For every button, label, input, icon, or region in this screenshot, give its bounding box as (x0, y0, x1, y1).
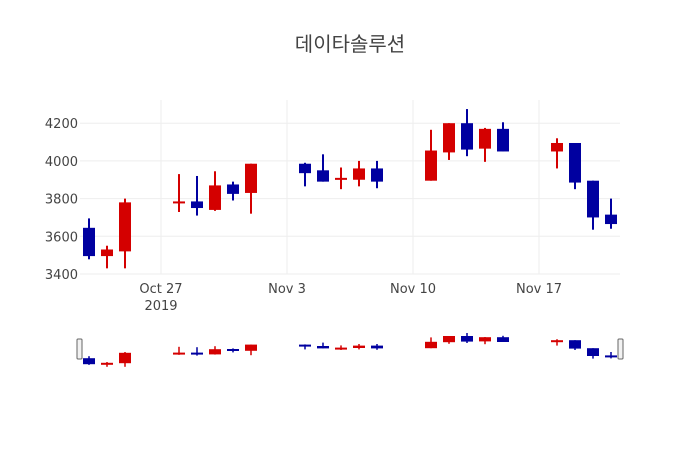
mini-candle (227, 348, 239, 353)
candle (209, 171, 221, 211)
mini-candle (425, 337, 437, 349)
candles (83, 109, 617, 269)
mini-candle (587, 348, 599, 359)
x-tick-label: Oct 27 (139, 282, 182, 297)
mini-candle (461, 333, 473, 343)
candle (227, 181, 239, 201)
y-tick-label: 3400 (45, 268, 78, 283)
chart-title: 데이타솔루션 (294, 32, 406, 56)
candle (173, 174, 185, 212)
mini-candle (479, 337, 491, 345)
candle (425, 129, 437, 181)
mini-candle (191, 347, 203, 356)
mini-candle (173, 346, 185, 355)
candle (317, 154, 329, 182)
mini-candle (443, 336, 455, 344)
candle (569, 142, 581, 190)
candle (245, 163, 257, 214)
mini-candle (551, 339, 563, 346)
x-tick-label: Nov 3 (268, 282, 306, 297)
candle (587, 180, 599, 230)
y-tick-label: 3800 (45, 193, 78, 208)
mini-candle (569, 340, 581, 350)
candle (551, 138, 563, 169)
y-tick-label: 4200 (45, 117, 78, 132)
candle (101, 245, 113, 269)
mini-candle (335, 345, 347, 350)
candle (605, 198, 617, 229)
candle (443, 123, 455, 160)
mini-candle (119, 352, 131, 367)
candle (353, 160, 365, 187)
y-tick-label: 4000 (45, 155, 78, 170)
mini-candle (605, 352, 617, 359)
mini-candle (245, 344, 257, 356)
candle (479, 127, 491, 162)
candle (191, 175, 203, 216)
mini-candle (209, 346, 221, 355)
candle (335, 167, 347, 190)
candle (497, 122, 509, 152)
x-axis-ticks: Oct 27 2019 Nov 3 Nov 10 Nov 17 (139, 282, 562, 314)
mini-candle (299, 344, 311, 350)
candle (461, 109, 473, 157)
grid-lines (80, 100, 620, 275)
mini-candle (101, 362, 113, 367)
candle (371, 160, 383, 189)
mini-candle (317, 342, 329, 349)
mini-candle (353, 344, 365, 350)
x-tick-label: Nov 10 (390, 282, 436, 297)
range-slider-left-handle[interactable] (76, 338, 83, 360)
mini-candle (371, 344, 383, 350)
x-year-label: 2019 (144, 299, 177, 314)
candle (299, 162, 311, 187)
candle (83, 218, 95, 260)
mini-candle (83, 356, 95, 365)
x-tick-label: Nov 17 (516, 282, 562, 297)
y-tick-label: 3600 (45, 230, 78, 245)
range-slider[interactable] (76, 333, 624, 367)
y-axis-ticks: 3400 3600 3800 4000 4200 (45, 117, 78, 283)
range-slider-preview (83, 333, 617, 367)
range-slider-right-handle[interactable] (617, 338, 624, 360)
mini-candle (497, 335, 509, 342)
candle (119, 198, 131, 269)
